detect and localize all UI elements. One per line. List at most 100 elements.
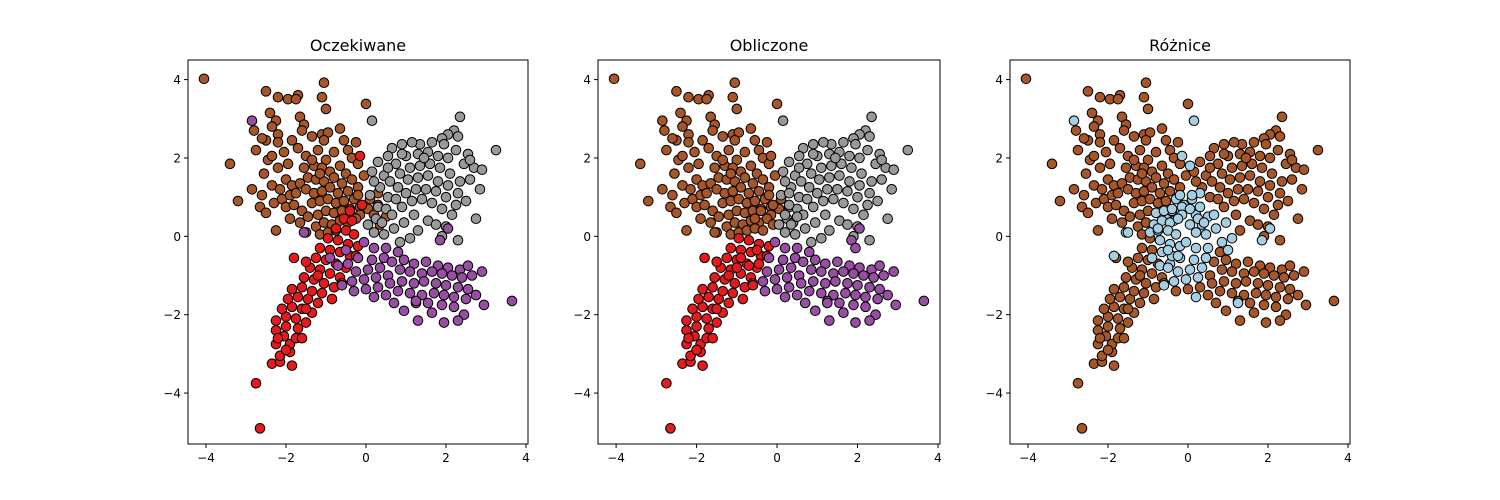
scatter-point <box>1082 86 1094 97</box>
scatter-point <box>691 344 702 356</box>
scatter-point <box>1150 172 1162 183</box>
scatter-point <box>1218 201 1230 213</box>
scatter-point <box>286 283 298 295</box>
x-tick-label: −2 <box>277 451 295 465</box>
scatter-point <box>779 227 791 238</box>
x-tick-label: 4 <box>522 451 530 465</box>
scatter-point <box>818 195 829 207</box>
scatter-point <box>1242 184 1254 195</box>
x-tick-label: −2 <box>688 451 706 465</box>
scatter-point <box>1160 195 1172 207</box>
scatter-point <box>1272 144 1284 156</box>
scatter-point <box>266 121 278 132</box>
scatter-point <box>360 283 372 295</box>
scatter-point <box>1224 174 1236 185</box>
scatter-point <box>446 209 458 221</box>
scatter-point <box>336 280 348 291</box>
scatter-point <box>260 86 272 97</box>
scatter-point <box>824 172 835 183</box>
scatter-point <box>1190 242 1202 254</box>
scatter-point <box>838 197 849 209</box>
scatter-point <box>661 144 672 156</box>
scatter-point <box>860 291 871 303</box>
scatter-point <box>1176 150 1188 162</box>
subplot-title: Oczekiwane <box>310 36 406 55</box>
scatter-point <box>290 313 302 324</box>
scatter-point <box>1184 203 1196 215</box>
scatter-point <box>358 236 370 248</box>
scatter-point <box>699 199 710 211</box>
x-tick-label: −4 <box>607 451 625 465</box>
scatter-point <box>1138 287 1150 299</box>
scatter-point <box>464 174 476 185</box>
scatter-point <box>1068 115 1080 127</box>
scatter-point <box>1156 160 1168 172</box>
scatter-point <box>1148 293 1160 305</box>
scatter-point <box>1118 332 1130 344</box>
scatter-point <box>1270 291 1282 303</box>
scatter-point <box>1072 144 1084 156</box>
scatter-point <box>1116 217 1128 228</box>
scatter-point <box>398 217 410 228</box>
scatter-point <box>292 291 304 303</box>
scatter-point <box>324 268 336 279</box>
scatter-point <box>1218 138 1230 150</box>
scatter-point <box>797 256 809 268</box>
scatter-point <box>470 213 482 224</box>
scatter-point <box>888 164 900 176</box>
scatter-point <box>332 260 344 272</box>
scatter-point <box>1292 289 1304 301</box>
scatter-point <box>832 184 843 195</box>
scatter-point <box>296 281 308 293</box>
x-tick-label: 2 <box>1264 451 1272 465</box>
scatter-point <box>1248 136 1260 148</box>
scatter-point <box>860 301 871 313</box>
scatter-point <box>751 244 763 256</box>
scatter-point <box>1190 227 1202 238</box>
scatter-point <box>677 150 688 162</box>
scatter-point <box>452 187 464 199</box>
scatter-point <box>364 189 376 201</box>
scatter-point <box>1274 315 1286 326</box>
scatter-point <box>258 168 270 179</box>
scatter-point <box>1078 189 1090 201</box>
scatter-point <box>394 168 406 179</box>
scatter-point <box>1200 229 1212 240</box>
scatter-point <box>476 164 488 176</box>
scatter-point <box>822 184 833 195</box>
scatter-point <box>1284 260 1296 272</box>
scatter-point <box>342 258 354 270</box>
scatter-point <box>426 197 438 209</box>
scatter-point <box>1242 256 1254 268</box>
scatter-point <box>721 252 733 264</box>
scatter-point <box>430 185 442 197</box>
scatter-point <box>608 73 620 85</box>
scatter-point <box>850 138 861 150</box>
scatter-point <box>432 150 444 162</box>
scatter-point <box>396 148 408 160</box>
scatter-point <box>1138 91 1150 103</box>
scatter-point <box>248 125 260 136</box>
scatter-point <box>1286 154 1298 166</box>
scatter-point <box>805 168 817 179</box>
scatter-point <box>288 252 300 264</box>
scatter-point <box>1206 278 1218 289</box>
scatter-point <box>1198 217 1210 228</box>
scatter-point <box>683 136 694 148</box>
scatter-point <box>350 136 362 148</box>
scatter-point <box>874 260 885 272</box>
scatter-point <box>1210 223 1222 234</box>
scatter-point <box>1092 225 1104 236</box>
scatter-point <box>683 91 694 103</box>
scatter-point <box>882 213 893 224</box>
scatter-point <box>711 303 722 315</box>
scatter-point <box>902 144 914 156</box>
scatter-point <box>1296 184 1308 195</box>
scatter-point <box>801 193 813 205</box>
scatter-point <box>733 232 745 244</box>
scatter-point <box>366 254 378 266</box>
scatter-point <box>1158 280 1170 291</box>
scatter-point <box>803 182 815 193</box>
scatter-point <box>1046 158 1058 170</box>
scatter-point <box>256 189 268 201</box>
